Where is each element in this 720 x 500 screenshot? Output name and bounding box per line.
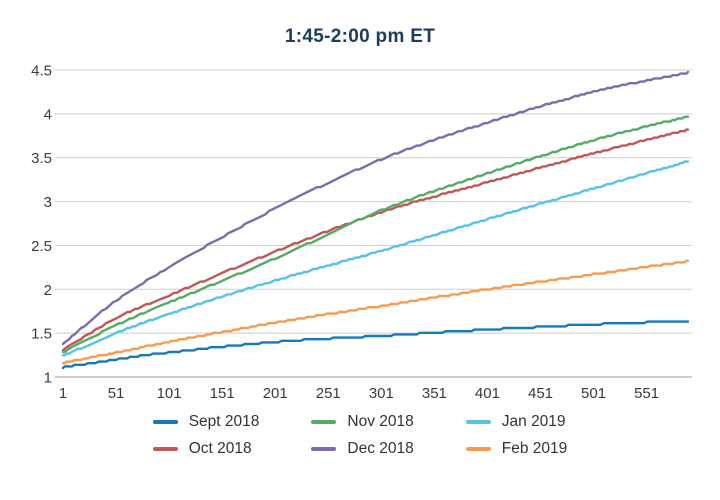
y-tick-label: 4 [44,106,52,123]
y-tick-label: 2 [44,282,52,299]
x-tick-label: 1 [59,385,67,402]
legend-item-jan-2019: Jan 2019 [465,412,568,432]
x-tick-label: 401 [475,385,500,402]
legend-column: Sept 2018 Oct 2018 [152,412,260,459]
x-tick-label: 301 [369,385,394,402]
x-tick-label: 451 [528,385,553,402]
series-line-sept-2018 [61,320,690,370]
y-tick-label: 4.5 [31,63,52,80]
x-tick-label: 501 [581,385,606,402]
legend-label: Nov 2018 [347,413,414,430]
legend-item-feb-2019: Feb 2019 [465,439,568,459]
series-line-oct-2018 [61,128,690,352]
x-tick-label: 251 [316,385,341,402]
legend-label: Sept 2018 [188,413,260,430]
legend-column: Jan 2019 Feb 2019 [465,412,568,459]
y-tick-label: 2.5 [31,238,52,255]
legend-label: Feb 2019 [501,440,568,457]
x-tick-label: 551 [634,385,659,402]
chart-legend: Sept 2018 Oct 2018 Nov 2018 Dec 2018 Jan 201… [0,412,720,459]
y-tick-label: 3.5 [31,150,52,167]
x-tick-label: 151 [210,385,235,402]
series-line-feb-2019 [61,259,690,365]
y-tick-label: 3 [44,194,52,211]
legend-swatch [465,420,491,424]
legend-label: Jan 2019 [501,413,566,430]
line-chart: 11.522.533.544.51 51 101 151 201 251 301 351 401… [31,63,692,402]
legend-swatch [311,420,337,424]
legend-swatch [152,420,178,424]
legend-label: Oct 2018 [188,440,252,457]
legend-column: Nov 2018 Dec 2018 [311,412,414,459]
legend-swatch [465,447,491,451]
y-tick-label: 1.5 [31,326,52,343]
legend-swatch [311,447,337,451]
x-tick-label: 51 [108,385,125,402]
legend-item-dec-2018: Dec 2018 [311,439,414,459]
chart-title: 1:45-2:00 pm ET [284,26,436,47]
y-tick-label: 1 [44,370,52,387]
series-line-dec-2018 [61,70,690,346]
x-tick-label: 201 [263,385,288,402]
series-line-jan-2019 [61,160,690,357]
legend-item-nov-2018: Nov 2018 [311,412,414,432]
legend-swatch [152,447,178,451]
series-line-nov-2018 [61,115,690,354]
legend-item-oct-2018: Oct 2018 [152,439,260,459]
legend-label: Dec 2018 [347,440,414,457]
x-tick-label: 101 [157,385,182,402]
x-tick-label: 351 [422,385,447,402]
legend-item-sept-2018: Sept 2018 [152,412,260,432]
